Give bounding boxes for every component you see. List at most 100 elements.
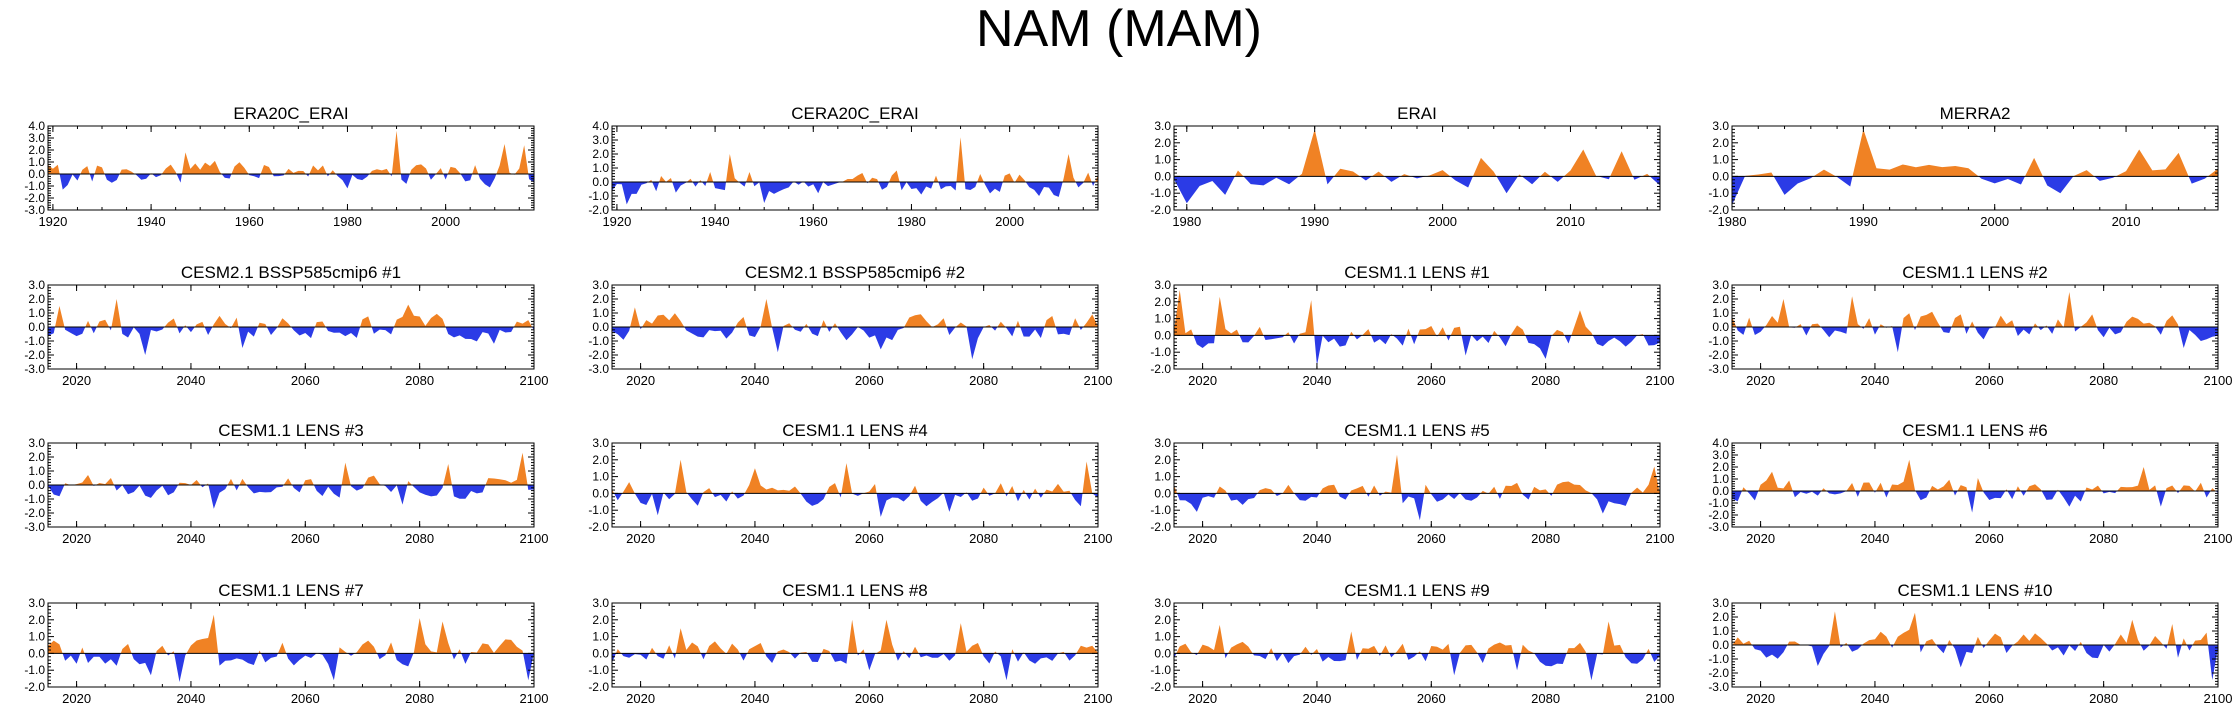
y-tick-label: 3.0 xyxy=(28,436,45,450)
y-tick-label: 0.0 xyxy=(1712,320,1729,334)
y-tick-label: -2.0 xyxy=(588,203,609,217)
y-tick-label: 2.0 xyxy=(1712,136,1729,150)
y-tick-label: 3.0 xyxy=(1154,596,1171,610)
y-tick-label: 3.0 xyxy=(592,278,609,292)
y-tick-label: -3.0 xyxy=(24,520,45,534)
positive-area xyxy=(648,137,1098,182)
y-tick-label: -3.0 xyxy=(1708,362,1729,376)
y-tick-label: -3.0 xyxy=(24,203,45,217)
negative-area xyxy=(1732,645,2218,680)
negative-area xyxy=(59,174,534,190)
x-tick-label: 2080 xyxy=(405,373,434,388)
panel-3: -2.0 -1.0 0.0 1.0 2.0 3.0 1980 1990 2000 2010 ERAI xyxy=(1150,104,1661,229)
y-tick-label: -2.0 xyxy=(1708,666,1729,680)
x-tick-label: 1920 xyxy=(38,214,67,229)
y-tick-label: 0.0 xyxy=(1154,169,1171,183)
y-tick-label: 2.0 xyxy=(1154,453,1171,467)
y-tick-label: -2.0 xyxy=(24,680,45,694)
negative-area xyxy=(48,327,534,355)
figure-title: NAM (MAM) xyxy=(976,0,1262,58)
panel-title: CESM1.1 LENS #4 xyxy=(782,421,928,440)
x-tick-label: 2080 xyxy=(969,531,998,546)
panel-5: -3.0-2.0-1.00.01.02.03.0 2020 2040 2060 2080… xyxy=(24,263,548,388)
x-tick-label: 2020 xyxy=(626,531,655,546)
y-tick-label: 1.0 xyxy=(1712,472,1729,486)
y-tick-label: 0.0 xyxy=(28,167,45,181)
y-tick-label: 0.0 xyxy=(28,646,45,660)
x-tick-label: 2080 xyxy=(2089,531,2118,546)
x-tick-label: 2060 xyxy=(855,373,884,388)
positive-area xyxy=(64,452,528,485)
y-tick-label: 2.0 xyxy=(28,450,45,464)
y-tick-label: 2.0 xyxy=(1154,613,1171,627)
x-tick-label: 2020 xyxy=(62,373,91,388)
x-tick-label: 2060 xyxy=(1417,691,1446,706)
positive-area xyxy=(1174,454,1660,494)
x-tick-label: 2020 xyxy=(62,531,91,546)
x-tick-label: 2100 xyxy=(2204,691,2233,706)
y-tick-label: -2.0 xyxy=(1150,362,1171,376)
y-tick-label: 0.0 xyxy=(28,320,45,334)
x-tick-label: 2080 xyxy=(405,531,434,546)
panel-1: -3.0-2.0-1.00.01.02.03.04.0 1920 1940 1960 1… xyxy=(24,104,535,229)
panel-9: -3.0-2.0-1.00.01.02.03.0 2020 2040 2060 2080… xyxy=(24,421,548,546)
negative-area xyxy=(612,653,1077,681)
x-tick-label: 2020 xyxy=(626,373,655,388)
y-tick-label: 0.0 xyxy=(592,646,609,660)
y-tick-label: -1.0 xyxy=(588,503,609,517)
negative-area xyxy=(62,653,534,682)
x-tick-label: 2000 xyxy=(431,214,460,229)
y-tick-label: -3.0 xyxy=(24,362,45,376)
negative-area xyxy=(614,493,1098,517)
x-tick-label: 2040 xyxy=(1302,691,1331,706)
negative-area xyxy=(612,182,1095,205)
positive-area xyxy=(612,459,1093,494)
y-tick-label: 3.0 xyxy=(1712,596,1729,610)
x-tick-label: 1960 xyxy=(799,214,828,229)
y-tick-label: 4.0 xyxy=(28,119,45,133)
plot-frame xyxy=(1731,125,2219,211)
negative-area xyxy=(1732,176,2208,205)
y-tick-label: 2.0 xyxy=(592,453,609,467)
x-tick-label: 2080 xyxy=(1531,373,1560,388)
panel-title: CESM1.1 LENS #7 xyxy=(218,581,364,600)
panel-title: CESM2.1 BSSP585cmip6 #1 xyxy=(181,263,401,282)
y-tick-label: 1.0 xyxy=(1154,630,1171,644)
panel-title: CESM1.1 LENS #6 xyxy=(1902,421,2048,440)
x-tick-label: 2040 xyxy=(1860,531,1889,546)
panel-2: -2.0-1.00.01.02.03.04.0 1920 1940 1960 1980 2… xyxy=(588,104,1099,229)
x-tick-label: 2020 xyxy=(1746,691,1775,706)
y-tick-label: 1.0 xyxy=(592,306,609,320)
y-tick-label: -1.0 xyxy=(588,189,609,203)
positive-area xyxy=(55,299,533,327)
y-tick-label: 3.0 xyxy=(1712,278,1729,292)
y-tick-label: 2.0 xyxy=(1712,610,1729,624)
y-tick-label: 0.0 xyxy=(1712,484,1729,498)
x-tick-label: 2100 xyxy=(520,691,549,706)
y-tick-label: -1.0 xyxy=(588,663,609,677)
y-tick-label: 2.0 xyxy=(28,613,45,627)
x-tick-label: 2020 xyxy=(1188,531,1217,546)
x-tick-label: 2060 xyxy=(1975,691,2004,706)
x-tick-label: 2020 xyxy=(626,691,655,706)
y-tick-label: -1.0 xyxy=(1708,334,1729,348)
x-tick-label: 2040 xyxy=(1302,531,1331,546)
y-tick-label: -2.0 xyxy=(1150,680,1171,694)
panel-title: CESM1.1 LENS #8 xyxy=(782,581,928,600)
y-tick-label: 0.0 xyxy=(1712,169,1729,183)
y-tick-label: 2.0 xyxy=(1154,295,1171,309)
y-tick-label: -3.0 xyxy=(588,362,609,376)
y-tick-label: -1.0 xyxy=(1150,345,1171,359)
x-tick-label: 2100 xyxy=(1646,691,1675,706)
positive-area xyxy=(1741,459,2216,491)
x-tick-label: 1940 xyxy=(137,214,166,229)
panel-15: -2.0 -1.0 0.0 1.0 2.0 3.0 2020 2040 2060 2080 2100… xyxy=(1150,581,1674,706)
plot-frame xyxy=(611,442,1099,528)
x-tick-label: 2020 xyxy=(62,691,91,706)
x-tick-label: 2020 xyxy=(1188,373,1217,388)
y-tick-label: -2.0 xyxy=(1708,203,1729,217)
y-tick-label: 2.0 xyxy=(1712,292,1729,306)
y-tick-label: -1.0 xyxy=(1708,652,1729,666)
x-tick-label: 2100 xyxy=(2204,531,2233,546)
